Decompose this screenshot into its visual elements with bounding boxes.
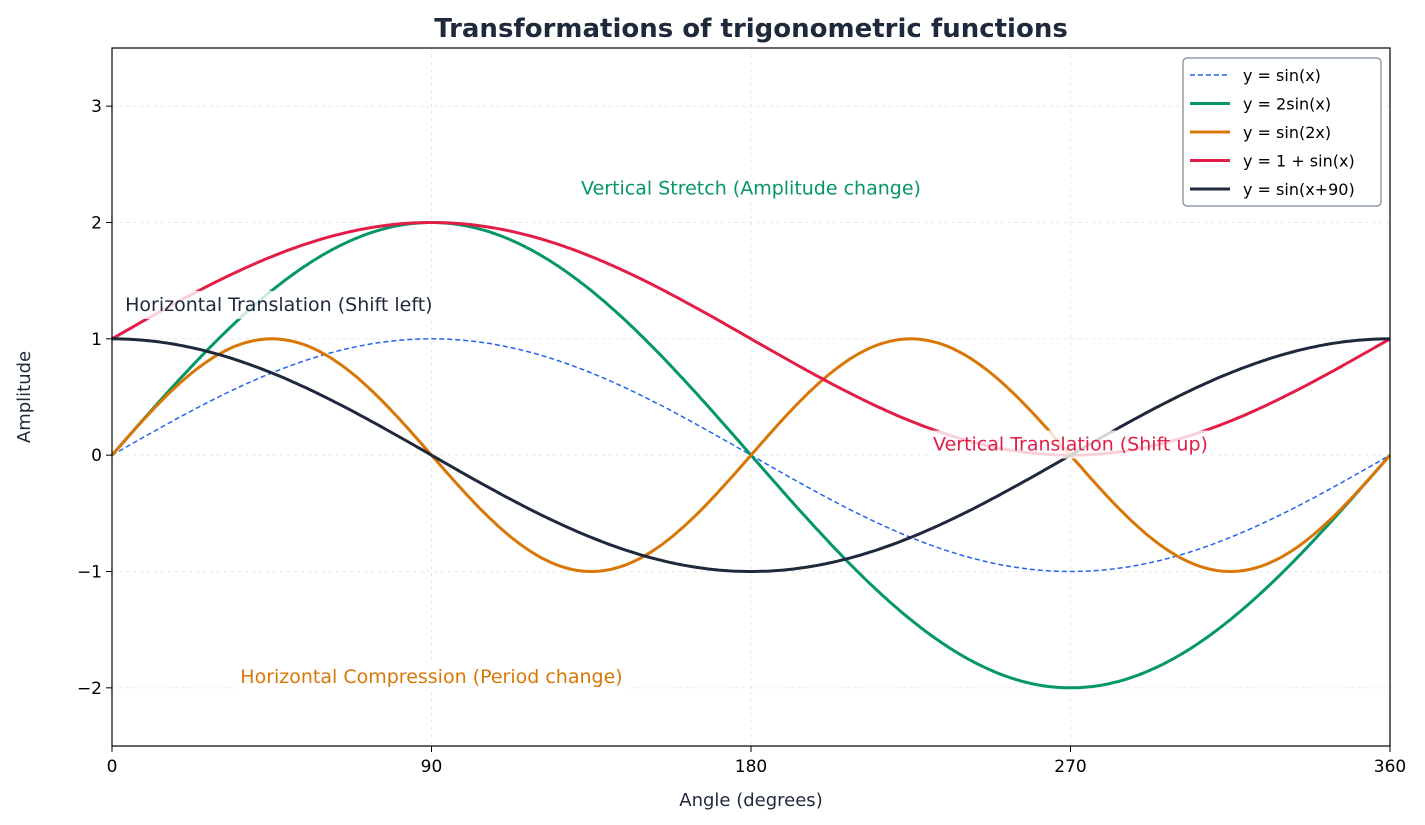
legend-label: y = sin(2x) <box>1243 123 1331 142</box>
y-tick-label: −2 <box>77 679 102 699</box>
legend-label: y = 1 + sin(x) <box>1243 152 1355 171</box>
y-tick-label: −1 <box>77 563 102 583</box>
y-axis-label: Amplitude <box>14 351 35 443</box>
x-tick-label: 270 <box>1054 757 1086 777</box>
annotation-background <box>577 174 925 203</box>
series-line-4 <box>111 337 1391 573</box>
x-tick-label: 90 <box>421 757 443 777</box>
x-tick-label: 0 <box>107 757 118 777</box>
legend-label: y = sin(x+90) <box>1243 180 1355 199</box>
y-tick-label: 1 <box>91 330 102 350</box>
y-tick-label: 3 <box>91 97 102 117</box>
annotation: Horizontal Compression (Period change) <box>236 663 627 692</box>
legend-label: y = 2sin(x) <box>1243 95 1331 114</box>
ticks: 0 90 180 270 360 −2 −1 0 1 2 3 <box>77 97 1406 777</box>
annotation-background <box>929 430 1212 459</box>
annotations: Vertical Stretch (Amplitude change) Horiz… <box>121 174 1212 692</box>
x-axis-label: Angle (degrees) <box>679 790 822 811</box>
legend: y = sin(x) y = 2sin(x) y = sin(2x) y = 1 + … <box>1182 57 1382 207</box>
annotation: Vertical Stretch (Amplitude change) <box>577 174 925 203</box>
annotation-background <box>236 663 627 692</box>
y-tick-label: 2 <box>91 214 102 234</box>
annotation-text: Horizontal Translation (Shift left) <box>125 294 432 316</box>
legend-label: y = sin(x) <box>1243 66 1321 85</box>
annotation-text: Horizontal Compression (Period change) <box>240 666 622 688</box>
x-tick-label: 180 <box>735 757 767 777</box>
annotation-text: Vertical Stretch (Amplitude change) <box>581 178 921 200</box>
annotation: Horizontal Translation (Shift left) <box>121 290 437 319</box>
annotation-background <box>121 290 437 319</box>
series-line-2 <box>110 337 1392 574</box>
y-tick-label: 0 <box>91 446 102 466</box>
legend-box <box>1182 57 1382 207</box>
chart-title: Transformations of trigonometric functio… <box>434 14 1068 44</box>
x-tick-label: 360 <box>1374 757 1406 777</box>
series-lines <box>110 221 1392 690</box>
annotation: Vertical Translation (Shift up) <box>929 430 1212 459</box>
annotation-text: Vertical Translation (Shift up) <box>933 434 1208 456</box>
